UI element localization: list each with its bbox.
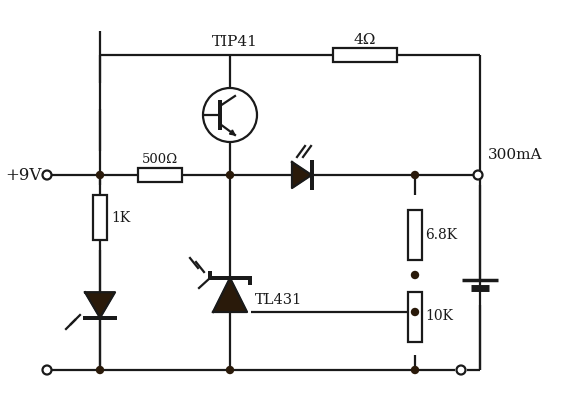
Text: 300mA: 300mA: [488, 148, 542, 162]
Circle shape: [411, 367, 419, 373]
Bar: [333, 48, 397, 62]
Circle shape: [97, 367, 103, 373]
Text: 500Ω: 500Ω: [142, 153, 178, 166]
Circle shape: [411, 172, 419, 178]
Circle shape: [227, 367, 233, 373]
Text: 10K: 10K: [425, 310, 453, 324]
Circle shape: [42, 365, 51, 375]
Circle shape: [42, 170, 51, 180]
Polygon shape: [213, 278, 247, 312]
Bar: [138, 168, 182, 182]
Text: TL431: TL431: [255, 293, 302, 307]
Text: TIP41: TIP41: [212, 35, 258, 49]
Text: 1K: 1K: [111, 211, 131, 225]
Polygon shape: [229, 130, 235, 135]
Circle shape: [97, 172, 103, 178]
Bar: [408, 210, 422, 260]
Text: 4Ω: 4Ω: [354, 33, 376, 47]
Bar: [408, 292, 422, 342]
Circle shape: [203, 88, 257, 142]
Circle shape: [411, 308, 419, 316]
Text: 6.8K: 6.8K: [425, 228, 457, 242]
Circle shape: [457, 365, 466, 375]
Circle shape: [227, 172, 233, 178]
Polygon shape: [292, 162, 311, 188]
Polygon shape: [85, 292, 115, 318]
Circle shape: [473, 170, 483, 180]
Bar: [93, 195, 107, 240]
Text: +9V: +9V: [6, 166, 42, 184]
Circle shape: [411, 271, 419, 279]
